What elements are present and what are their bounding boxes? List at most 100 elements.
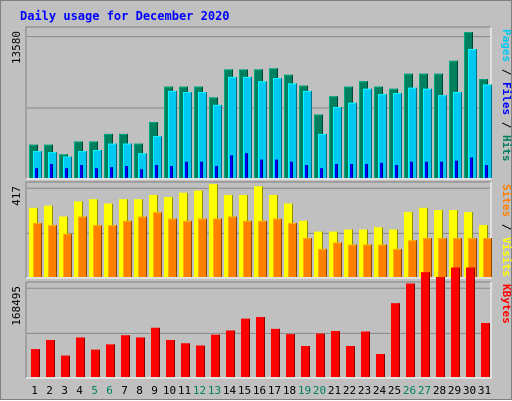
sites-bar-body	[408, 240, 417, 277]
kbytes-bar-body	[406, 283, 415, 377]
kbytes-bar	[46, 340, 55, 377]
files-bar	[155, 165, 158, 178]
day-label: 6	[106, 384, 113, 397]
kbytes-bar	[376, 354, 385, 377]
chart-panels: 13580 Pages / Files / Hits 417 Sites / Visi…	[10, 26, 512, 379]
files-bar	[170, 166, 173, 178]
files-bar-body	[80, 165, 83, 178]
day-label: 23	[358, 384, 371, 397]
pages-bar	[363, 88, 372, 178]
sites-bar-body	[423, 238, 432, 277]
pages-bar	[198, 91, 207, 178]
series-kbytes	[31, 267, 490, 377]
sites-bar	[438, 238, 447, 277]
files-bar-body	[185, 161, 188, 178]
files-bar	[230, 155, 233, 178]
files-bar-body	[380, 162, 383, 178]
pages-bar-body	[228, 76, 237, 178]
sites-bar-body	[348, 244, 357, 277]
panel-hits-files-pages: 13580 Pages / Files / Hits	[10, 26, 512, 180]
sites-bar	[258, 220, 267, 277]
sites-bar	[333, 242, 342, 277]
kbytes-bar	[391, 303, 400, 377]
pages-bar	[138, 153, 147, 178]
side-label-visits-sites: Sites / Visits	[500, 184, 512, 277]
kbytes-bar	[301, 346, 310, 377]
sites-bar	[138, 216, 147, 277]
pages-bar	[123, 143, 132, 178]
files-bar-body	[470, 157, 473, 178]
sites-bar	[363, 244, 372, 277]
day-label: 16	[253, 384, 266, 397]
files-bar-body	[335, 164, 338, 178]
files-bar-body	[485, 165, 488, 178]
panel-bevel-light	[26, 182, 492, 279]
kbytes-bar	[436, 277, 445, 377]
chart-title: Daily usage for December 2020	[20, 9, 230, 23]
sites-bar-body	[33, 223, 42, 277]
pages-bar	[273, 78, 282, 178]
pages-bar-body	[318, 133, 327, 178]
sites-bar	[378, 244, 387, 277]
sites-bar	[213, 218, 222, 277]
pages-bar	[468, 48, 477, 179]
pages-bar-body	[168, 90, 177, 178]
files-bar-body	[320, 168, 323, 178]
pages-bar-body	[78, 151, 87, 178]
sites-bar-body	[213, 218, 222, 277]
panel-bevel-dark	[25, 281, 491, 378]
sites-bar	[48, 225, 57, 277]
sites-bar	[393, 248, 402, 277]
kbytes-bar-body	[121, 335, 130, 377]
files-bar-body	[455, 160, 458, 178]
day-label: 19	[298, 384, 311, 397]
pages-bar-body	[423, 88, 432, 178]
kbytes-bar	[166, 340, 175, 377]
files-bar	[380, 162, 383, 178]
panel-bevel-dark	[25, 181, 491, 278]
sites-bar	[423, 238, 432, 277]
sites-bar	[318, 248, 327, 277]
pages-bar-body	[243, 76, 252, 178]
day-label: 14	[223, 384, 237, 397]
pages-bar-body	[108, 143, 117, 178]
side-label-kbytes: KBytes	[500, 284, 512, 324]
pages-bar	[168, 90, 177, 178]
sites-bar-body	[198, 218, 207, 277]
kbytes-bar-body	[181, 343, 190, 377]
pages-bar	[33, 151, 42, 178]
sites-bar-body	[123, 220, 132, 277]
pages-bar	[213, 104, 222, 178]
sites-bar-body	[138, 216, 147, 277]
day-label: 28	[433, 384, 446, 397]
sites-bar	[183, 220, 192, 277]
pages-bar	[453, 91, 462, 178]
pages-bar-body	[303, 90, 312, 178]
files-bar-body	[350, 164, 353, 178]
files-bar	[35, 168, 38, 178]
files-bar	[245, 153, 248, 178]
kbytes-bar-body	[211, 334, 220, 377]
kbytes-bar	[136, 337, 145, 377]
files-bar-body	[305, 165, 308, 178]
files-bar-body	[200, 161, 203, 178]
pages-bar	[288, 83, 297, 178]
files-bar-body	[155, 165, 158, 178]
files-bar	[260, 159, 263, 178]
day-label: 24	[373, 384, 387, 397]
day-label: 9	[151, 384, 158, 397]
pages-bar-body	[198, 91, 207, 178]
kbytes-bar	[76, 337, 85, 377]
pages-bar	[153, 136, 162, 178]
files-bar	[350, 164, 353, 178]
sites-bar-body	[288, 223, 297, 277]
kbytes-bar	[286, 334, 295, 377]
files-bar-body	[365, 164, 368, 178]
kbytes-bar-body	[451, 267, 460, 377]
kbytes-bar	[361, 331, 370, 377]
kbytes-bar	[331, 331, 340, 377]
sites-bar	[168, 218, 177, 277]
kbytes-bar	[226, 330, 235, 377]
series-pages	[33, 48, 492, 179]
